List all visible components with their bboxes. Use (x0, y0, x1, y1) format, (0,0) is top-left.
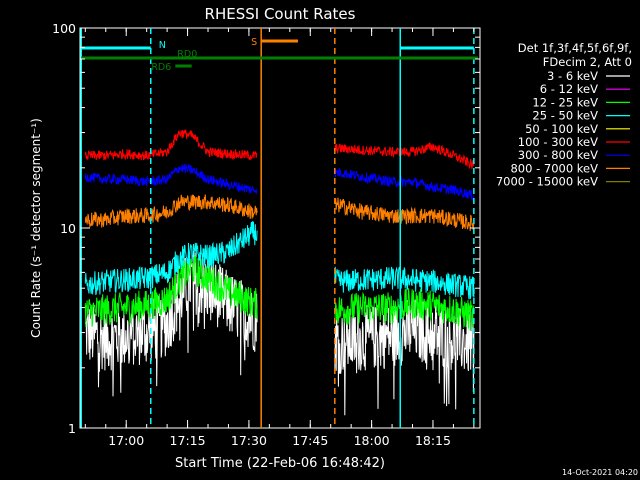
attenuator-label-rd6: RD6 (151, 62, 171, 73)
plot-frame (79, 27, 481, 429)
data-layer (84, 129, 475, 416)
series-line-2-part-1 (334, 288, 475, 331)
attenuator-bars: N S RD0 RD6 (81, 37, 478, 73)
legend-label-6: 300 - 800 keV (518, 148, 598, 162)
legend-label-4: 50 - 100 keV (525, 122, 598, 136)
legend-label-0: 3 - 6 keV (547, 69, 598, 83)
x-axis-label: Start Time (22-Feb-06 16:48:42) (175, 456, 385, 471)
series-line-5-part-1 (334, 141, 475, 170)
x-tick-label-3: 17:45 (292, 433, 328, 448)
x-tick-label-1: 17:15 (170, 433, 206, 448)
series-line-3-part-0 (84, 221, 258, 296)
legend-label-2: 12 - 25 keV (532, 95, 598, 109)
legend-header-line-1: Det 1f,3f,4f,5f,6f,9f, (518, 41, 632, 55)
series-line-7-part-0 (84, 194, 258, 229)
legend-label-5: 100 - 300 keV (518, 135, 598, 149)
series-line-6-part-0 (84, 163, 258, 195)
series-line-2-part-0 (84, 255, 258, 327)
legend-label-3: 25 - 50 keV (532, 109, 598, 123)
series-line-3-part-1 (334, 266, 475, 300)
legend-label-7: 800 - 7000 keV (510, 161, 598, 175)
x-tick-label-5: 18:15 (415, 433, 451, 448)
legend-label-8: 7000 - 15000 keV (496, 175, 598, 189)
chart-title: RHESSI Count Rates (205, 5, 356, 23)
footer-timestamp: 14-Oct-2021 04:20 (562, 468, 638, 477)
attenuator-label-rd0: RD0 (177, 49, 197, 60)
axes-layer: 17:00 17:15 17:30 17:45 18:00 18:15 1 10 100 (52, 21, 480, 448)
y-tick-label-2: 100 (52, 21, 76, 36)
legend-header-line-2: FDecim 2, Att 0 (543, 55, 632, 69)
x-tick-label-0: 17:00 (108, 433, 144, 448)
series-line-5-part-0 (84, 129, 258, 161)
marker-layer (80, 28, 475, 428)
series-line-6-part-1 (334, 167, 475, 201)
attenuator-label-s: S (251, 37, 257, 48)
y-tick-label-0: 1 (68, 421, 76, 436)
y-tick-label-1: 10 (60, 221, 76, 236)
x-tick-label-4: 18:00 (354, 433, 390, 448)
legend-label-1: 6 - 12 keV (540, 82, 598, 96)
y-axis-label: Count Rate (s⁻¹ detector segment⁻¹) (29, 118, 43, 338)
attenuator-label-n: N (159, 40, 166, 51)
series-line-7-part-1 (334, 197, 475, 232)
x-tick-label-2: 17:30 (231, 433, 267, 448)
